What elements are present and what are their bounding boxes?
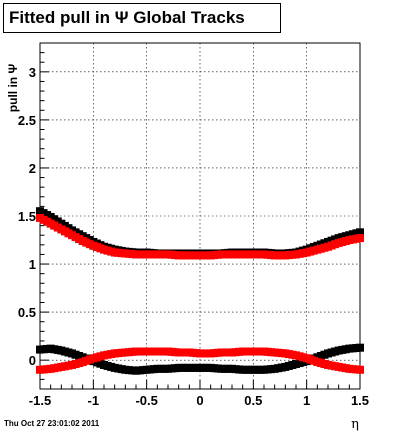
grid-lines: [40, 43, 360, 389]
chart-title: Fitted pull in Ψ Global Tracks: [3, 3, 281, 33]
x-tick-label: 0.5: [244, 393, 262, 408]
x-tick-label: -0.5: [135, 393, 157, 408]
data-point: [356, 228, 364, 237]
x-tick-labels: -1.5 -1 -0.5 0 0.5 1 1.5: [29, 393, 369, 408]
y-tick-label: 0.5: [18, 305, 36, 320]
y-tick-label: 2.5: [18, 113, 36, 128]
series-1: [36, 213, 364, 260]
x-tick-label: -1.5: [29, 393, 51, 408]
y-tick-labels: 0 0.5 1 1.5 2 2.5 3: [18, 65, 36, 368]
y-tick-label: 0: [29, 353, 36, 368]
series-3: [36, 347, 364, 374]
x-tick-label: 1: [303, 393, 310, 408]
x-tick-label: -1: [88, 393, 100, 408]
y-axis-label: pull in Ψ: [6, 64, 20, 113]
x-axis-label: η: [351, 417, 359, 432]
data-point: [356, 343, 364, 352]
y-tick-label: 2: [29, 161, 36, 176]
axis-ticks: [39, 52, 361, 389]
y-tick-label: 1: [29, 257, 36, 272]
y-tick-label: 1.5: [18, 209, 36, 224]
x-tick-label: 0: [196, 393, 203, 408]
data-point: [356, 365, 364, 374]
x-tick-label: 1.5: [351, 393, 369, 408]
data-point: [356, 234, 364, 243]
data-series: [36, 207, 364, 375]
timestamp: Thu Oct 27 23:01:02 2011: [4, 419, 100, 428]
y-tick-label: 3: [29, 65, 36, 80]
